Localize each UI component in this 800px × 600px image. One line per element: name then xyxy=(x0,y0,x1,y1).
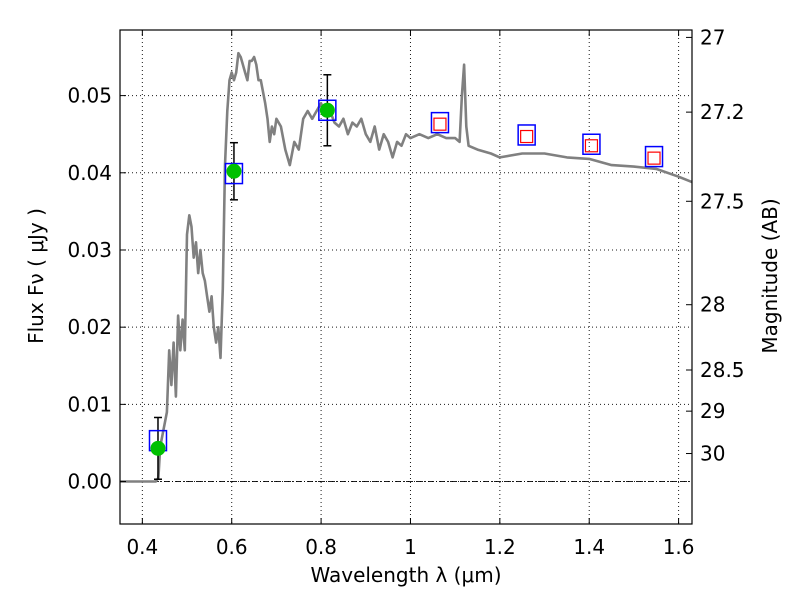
right-tick-label: 27 xyxy=(700,25,725,49)
y-tick-label: 0.02 xyxy=(67,315,112,339)
y-tick-label: 0.05 xyxy=(67,84,112,108)
right-tick-label: 27.2 xyxy=(700,100,745,124)
y-tick-label: 0.03 xyxy=(67,238,112,262)
model-square-marker xyxy=(517,124,536,146)
observed-data-point xyxy=(226,163,242,179)
series-layer xyxy=(120,51,693,483)
x-axis-label: Wavelength λ (μm) xyxy=(310,563,501,587)
y-tick-label: 0.00 xyxy=(67,470,112,494)
x-tick-label: 1.6 xyxy=(663,535,695,559)
right-tick-label: 30 xyxy=(700,442,725,466)
grid-lines xyxy=(120,30,692,524)
right-tick-label: 29 xyxy=(700,399,725,423)
tick-labels: 0.4 0.6 0.8 1 1.2 1.4 1.6 0.00 0.01 0.02 0.03 0.04 0… xyxy=(67,25,744,559)
x-tick-label: 1.4 xyxy=(573,535,605,559)
sed-model-line xyxy=(120,51,693,483)
x-tick-label: 0.8 xyxy=(305,535,337,559)
model-square-marker xyxy=(430,111,450,134)
x-tick-label: 1.2 xyxy=(484,535,516,559)
y-tick-label: 0.01 xyxy=(67,392,112,416)
x-tick-label: 0.4 xyxy=(126,535,158,559)
points-layer xyxy=(148,74,664,480)
limit-square-marker xyxy=(584,139,599,153)
limit-square-marker xyxy=(520,129,534,144)
model-square-marker xyxy=(644,145,664,168)
y-axis-right-label: Magnitude (AB) xyxy=(758,198,782,353)
observed-data-point xyxy=(319,102,335,118)
model-square-marker xyxy=(582,133,601,155)
x-tick-label: 0.6 xyxy=(216,535,248,559)
y-axis-label: Flux Fν ( μJy ) xyxy=(24,208,48,344)
limit-square-marker xyxy=(647,151,661,165)
x-tick-label: 1 xyxy=(404,535,417,559)
model-square-marker xyxy=(224,162,244,185)
model-square-marker xyxy=(318,99,337,122)
ticks-layer xyxy=(120,30,692,524)
observed-data-point xyxy=(150,440,166,456)
right-tick-label: 27.5 xyxy=(700,189,745,213)
limit-square-marker xyxy=(433,117,447,131)
plot-frame xyxy=(119,29,693,525)
right-tick-label: 28 xyxy=(700,293,725,317)
y-tick-label: 0.04 xyxy=(67,161,112,185)
right-tick-label: 28.5 xyxy=(700,358,745,382)
